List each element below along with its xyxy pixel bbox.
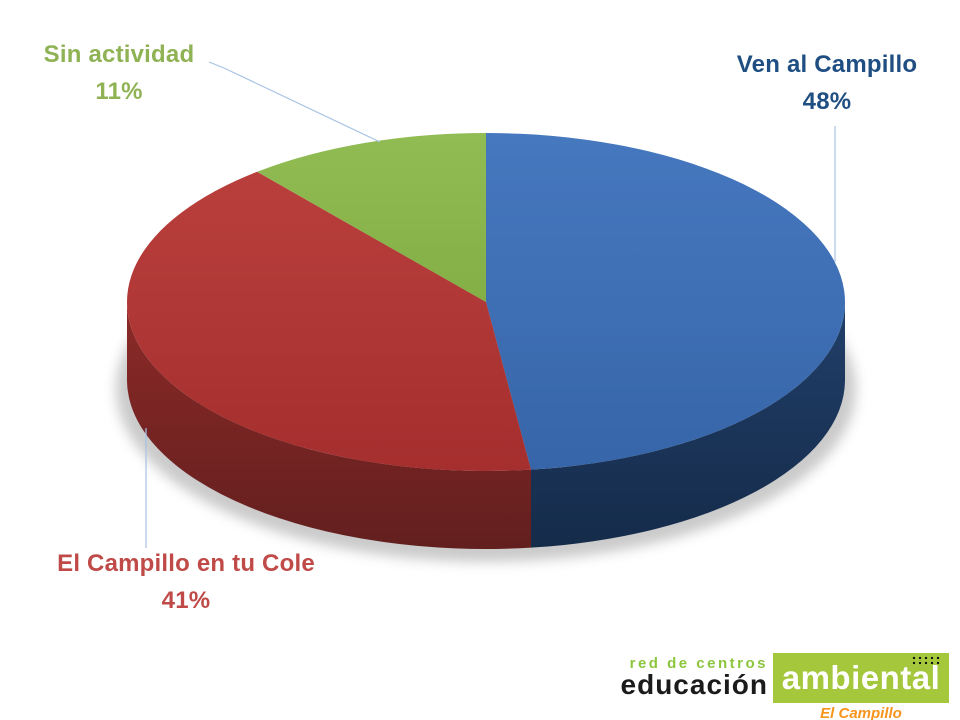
logo-text-educacion: educación [620, 669, 768, 700]
slice-percent: 11% [95, 78, 143, 105]
pie-slice-side-0 [530, 302, 845, 548]
dots-pattern-icon [910, 656, 942, 666]
callout-sin-actividad: Sin actividad 11% [0, 36, 269, 110]
slice-label: Ven al Campillo [736, 51, 918, 78]
logo-red-centros-educacion-ambiental: red de centros educación ambiental El Ca… [596, 652, 956, 720]
slice-label: El Campillo en tu Cole [57, 550, 315, 577]
logo-text-el-campillo: El Campillo [820, 705, 902, 720]
callout-el-campillo-en-tu-cole: El Campillo en tu Cole 41% [36, 545, 336, 619]
pie-slices [126, 133, 846, 549]
slice-percent: 48% [802, 88, 852, 115]
slice-label: Sin actividad [43, 41, 195, 68]
pie-slice-top-2 [257, 133, 486, 302]
callout-ven-al-campillo: Ven al Campillo 48% [677, 46, 960, 120]
pie-slice-top-1 [126, 171, 531, 471]
logo-box-ambiental: ambiental [773, 653, 949, 703]
logo-text-red-de-centros: red de centros [629, 655, 768, 672]
slice-percent: 41% [161, 587, 211, 614]
pie-slice-side-1 [127, 302, 531, 549]
leader-line-sin-actividad [208, 61, 381, 143]
pie-slice-top-0 [486, 133, 846, 470]
logo-text-ambiental: ambiental [781, 659, 941, 696]
